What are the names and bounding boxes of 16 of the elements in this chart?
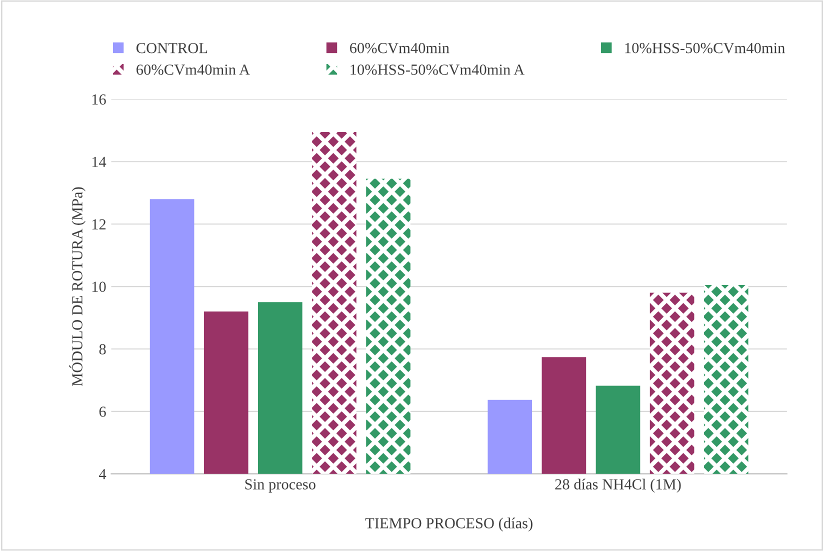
legend-label: 10%HSS-50%CVm40min A — [350, 64, 525, 75]
y-tick-label: 10 — [92, 282, 106, 292]
legend-label: CONTROL — [136, 42, 208, 54]
x-tick-label: Sin proceso — [245, 479, 316, 493]
legend-label: 60%CVm40min — [350, 42, 450, 54]
y-tick-label: 4 — [99, 469, 106, 480]
x-axis-title: TIEMPO PROCESO (días) — [365, 518, 532, 532]
legend-label: 10%HSS-50%CVm40min — [625, 42, 785, 54]
y-tick-label: 12 — [92, 219, 106, 230]
y-tick-label: 14 — [92, 156, 106, 167]
x-tick-label: 28 días NH4Cl (1M) — [555, 478, 681, 493]
y-tick-label: 6 — [99, 406, 106, 417]
legend-label: 60%CVm40min A — [136, 64, 250, 75]
y-tick-label: 8 — [99, 344, 106, 354]
y-axis-title: MÓDULO DE ROTURA (MPa) — [69, 187, 86, 386]
y-tick-label: 16 — [92, 94, 106, 105]
